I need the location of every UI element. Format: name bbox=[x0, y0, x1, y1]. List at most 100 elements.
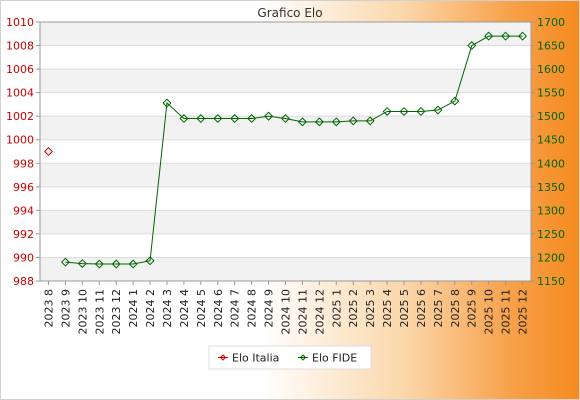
left-axis-tick-label: 1008 bbox=[6, 40, 34, 53]
plot-band bbox=[40, 22, 531, 46]
x-axis-tick-label: 2024 1 bbox=[127, 289, 140, 328]
x-axis-tick-label: 2024 12 bbox=[313, 289, 326, 335]
right-axis-tick-label: 1200 bbox=[537, 251, 565, 264]
left-axis-tick-label: 1000 bbox=[6, 134, 34, 147]
x-axis-tick-label: 2025 2 bbox=[347, 289, 360, 328]
data-point bbox=[196, 114, 206, 124]
data-point bbox=[348, 116, 358, 126]
x-axis-tick-label: 2023 10 bbox=[76, 289, 89, 335]
left-axis: 988 990 992 994 996 998 1000 1002 1004 1006 1008 10… bbox=[6, 16, 40, 288]
x-axis-tick-label: 2025 3 bbox=[364, 289, 377, 328]
data-point bbox=[297, 117, 307, 127]
x-axis-tick-label: 2023 11 bbox=[93, 289, 106, 335]
x-axis-tick-label: 2024 2 bbox=[144, 289, 157, 328]
left-axis-tick-label: 1004 bbox=[6, 87, 34, 100]
data-point bbox=[247, 114, 257, 124]
x-axis-tick-label: 2025 9 bbox=[466, 289, 479, 328]
x-axis-tick-label: 2024 4 bbox=[178, 289, 191, 328]
series-layer bbox=[43, 31, 528, 269]
plot-band bbox=[40, 92, 531, 117]
data-point bbox=[111, 259, 121, 269]
x-axis-tick-label: 2024 5 bbox=[195, 289, 208, 328]
legend-box bbox=[208, 345, 372, 370]
x-axis-tick-label: 2023 8 bbox=[42, 289, 55, 328]
data-point bbox=[416, 106, 426, 116]
plot-band bbox=[40, 116, 531, 140]
legend-entry-label: Elo Italia bbox=[232, 352, 279, 365]
plot-band bbox=[40, 257, 531, 281]
data-point bbox=[433, 105, 443, 115]
x-axis-tick-label: 2024 9 bbox=[263, 289, 276, 328]
data-point bbox=[518, 31, 528, 41]
legend-swatch-marker bbox=[219, 354, 227, 361]
right-axis-tick-label: 1350 bbox=[537, 181, 565, 194]
right-axis-tick-label: 1150 bbox=[537, 275, 565, 288]
x-axis-tick-label: 2025 8 bbox=[449, 289, 462, 328]
right-axis-tick-label: 1600 bbox=[537, 63, 565, 76]
x-axis-tick-label: 2025 5 bbox=[398, 289, 411, 328]
x-axis-tick-label: 2024 8 bbox=[246, 289, 259, 328]
plot-band bbox=[40, 163, 531, 187]
data-point bbox=[484, 31, 494, 41]
right-axis: 1150 1200 1250 1300 1350 1400 1450 1500 1550 1600… bbox=[531, 16, 565, 288]
x-axis-tick-label: 2025 11 bbox=[500, 289, 513, 335]
data-point bbox=[450, 96, 460, 106]
right-axis-tick-label: 1700 bbox=[537, 16, 565, 29]
right-axis-tick-label: 1500 bbox=[537, 110, 565, 123]
data-point bbox=[60, 257, 70, 267]
right-axis-tick-label: 1450 bbox=[537, 134, 565, 147]
data-point bbox=[94, 259, 104, 269]
data-point bbox=[314, 117, 324, 127]
x-axis-tick-label: 2024 11 bbox=[296, 289, 309, 335]
data-point bbox=[331, 117, 341, 127]
plot-band bbox=[40, 210, 531, 234]
x-axis-tick-label: 2023 9 bbox=[59, 289, 72, 328]
data-point bbox=[213, 114, 223, 124]
data-point bbox=[230, 114, 240, 124]
plot-band bbox=[40, 45, 531, 70]
data-point bbox=[399, 106, 409, 116]
data-point bbox=[264, 111, 274, 121]
x-axis-tick-label: 2025 7 bbox=[432, 289, 445, 328]
data-point bbox=[365, 116, 375, 126]
data-point bbox=[162, 98, 172, 108]
x-axis-tick-label: 2024 3 bbox=[161, 289, 174, 328]
right-axis-tick-label: 1400 bbox=[537, 157, 565, 170]
x-axis-tick-label: 2025 4 bbox=[381, 289, 394, 328]
right-axis-tick-label: 1300 bbox=[537, 204, 565, 217]
data-point bbox=[77, 259, 87, 269]
x-axis-tick-label: 2025 10 bbox=[483, 289, 496, 335]
data-point bbox=[179, 114, 189, 124]
x-axis-tick-label: 2024 10 bbox=[280, 289, 293, 335]
x-axis-tick-label: 2023 12 bbox=[110, 289, 123, 335]
legend-entry-label: Elo FIDE bbox=[312, 352, 357, 365]
data-point bbox=[467, 41, 477, 51]
plot-band bbox=[40, 233, 531, 258]
plot-band bbox=[40, 139, 531, 164]
plot-band bbox=[40, 186, 531, 211]
left-axis-tick-label: 992 bbox=[13, 228, 34, 241]
legend: Elo Italia Elo FIDE bbox=[208, 345, 372, 370]
plot-band bbox=[40, 69, 531, 93]
plot-bands bbox=[40, 22, 531, 281]
x-axis-tick-label: 2025 12 bbox=[517, 289, 530, 335]
data-point bbox=[145, 256, 155, 266]
chart-title: Grafico Elo bbox=[257, 6, 322, 20]
left-axis-tick-label: 996 bbox=[13, 181, 34, 194]
left-axis-tick-label: 990 bbox=[13, 251, 34, 264]
x-axis-tick-label: 2025 1 bbox=[330, 289, 343, 328]
left-axis-tick-label: 1006 bbox=[6, 63, 34, 76]
right-axis-tick-label: 1650 bbox=[537, 40, 565, 53]
x-axis-tick-label: 2024 6 bbox=[212, 289, 225, 328]
left-axis-tick-label: 988 bbox=[13, 275, 34, 288]
left-axis-tick-label: 1010 bbox=[6, 16, 34, 29]
data-point bbox=[501, 31, 511, 41]
data-point bbox=[280, 114, 291, 124]
right-axis-tick-label: 1250 bbox=[537, 228, 565, 241]
right-axis-tick-label: 1550 bbox=[537, 87, 565, 100]
x-axis-tick-label: 2025 6 bbox=[415, 289, 428, 328]
left-axis-tick-label: 1002 bbox=[6, 110, 34, 123]
left-axis-tick-label: 994 bbox=[13, 204, 34, 217]
